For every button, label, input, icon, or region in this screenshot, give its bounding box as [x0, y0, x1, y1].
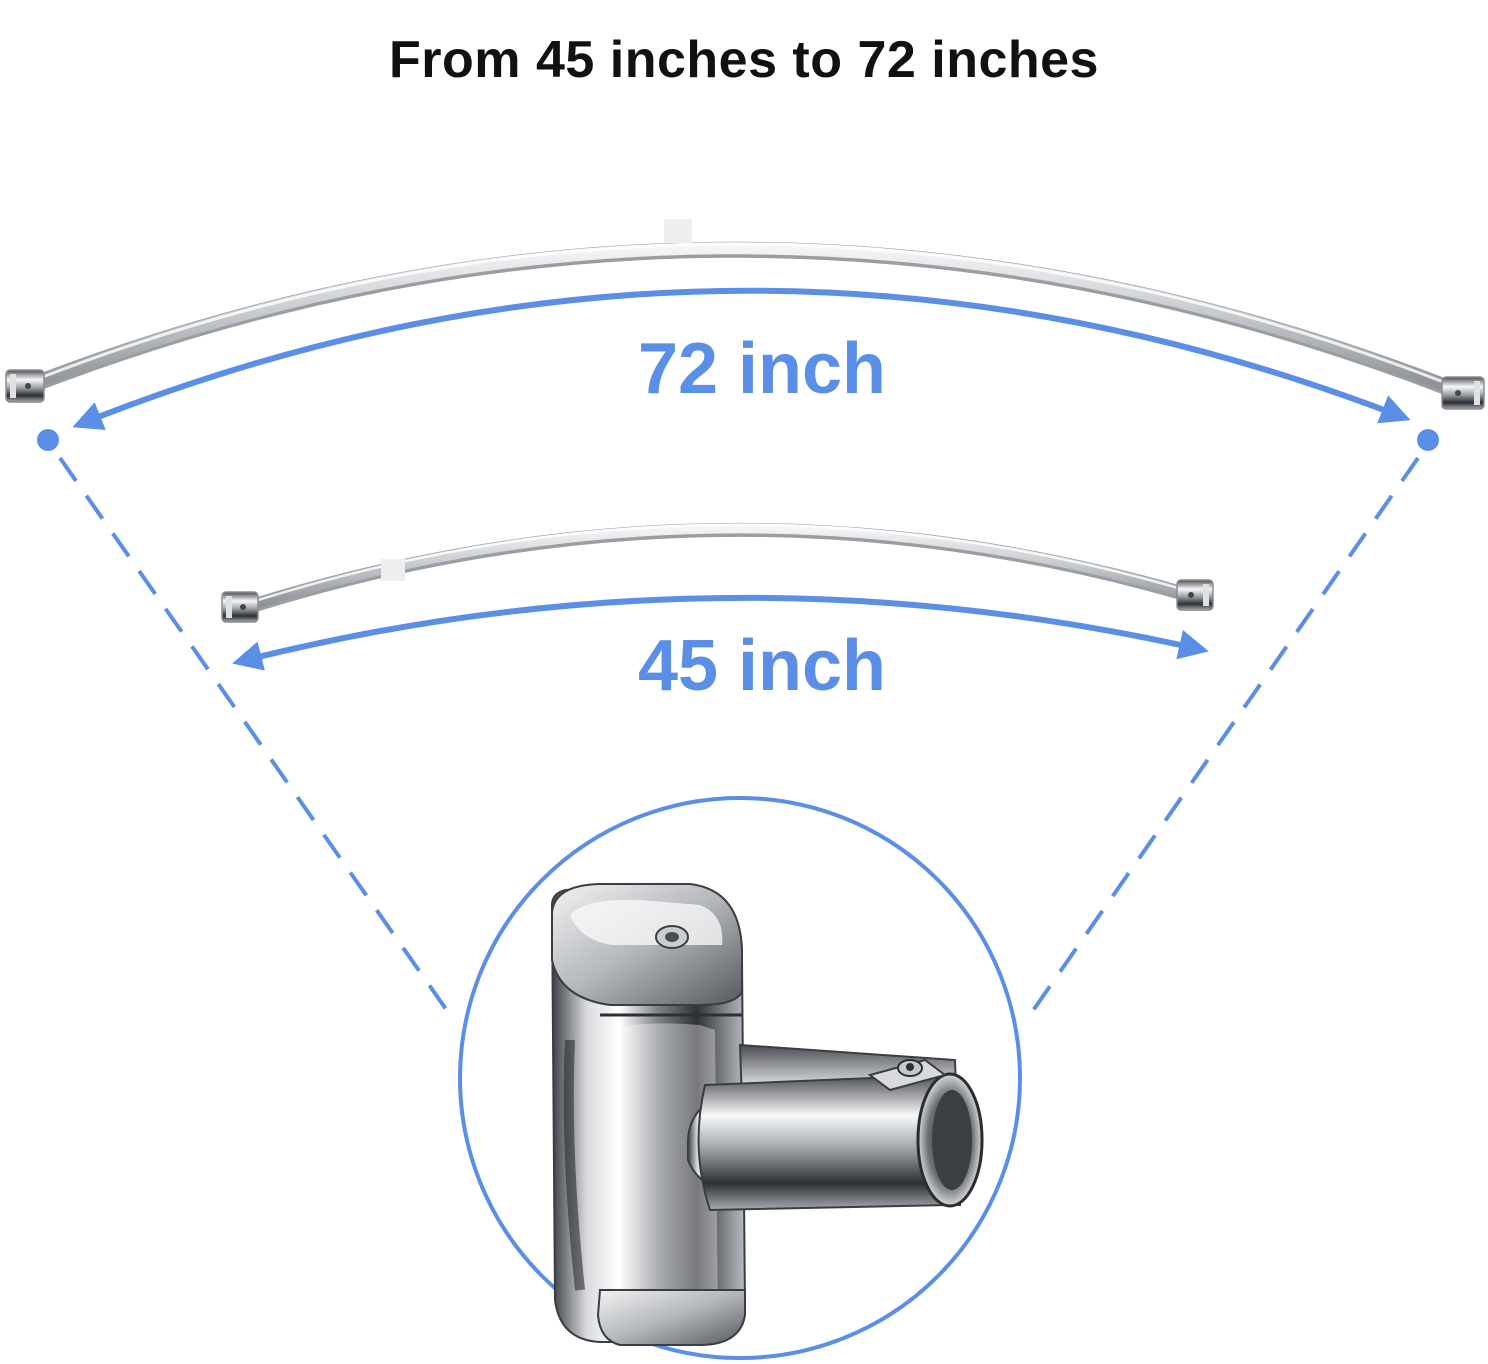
- headline: From 45 inches to 72 inches: [389, 31, 1099, 89]
- short-rod-right-end-cap: [1176, 579, 1214, 611]
- long-rod-label: 72 inch: [638, 329, 886, 409]
- wall-flange-bracket-icon: [550, 883, 984, 1346]
- short-measure-arrow: [232, 594, 1209, 671]
- long-measure-arrow: [72, 287, 1411, 431]
- short-rod-label: 45 inch: [638, 626, 886, 706]
- short-curved-rod: [221, 522, 1214, 623]
- right-guide-line: [1023, 456, 1420, 1024]
- left-guide-line: [58, 456, 457, 1024]
- right-endpoint-dot: [1417, 429, 1439, 451]
- left-endpoint-dot: [37, 429, 59, 451]
- long-rod-left-end-cap: [5, 369, 45, 403]
- short-rod-left-end-cap: [221, 591, 259, 623]
- long-curved-rod: [5, 219, 1485, 410]
- long-rod-right-end-cap: [1441, 376, 1485, 410]
